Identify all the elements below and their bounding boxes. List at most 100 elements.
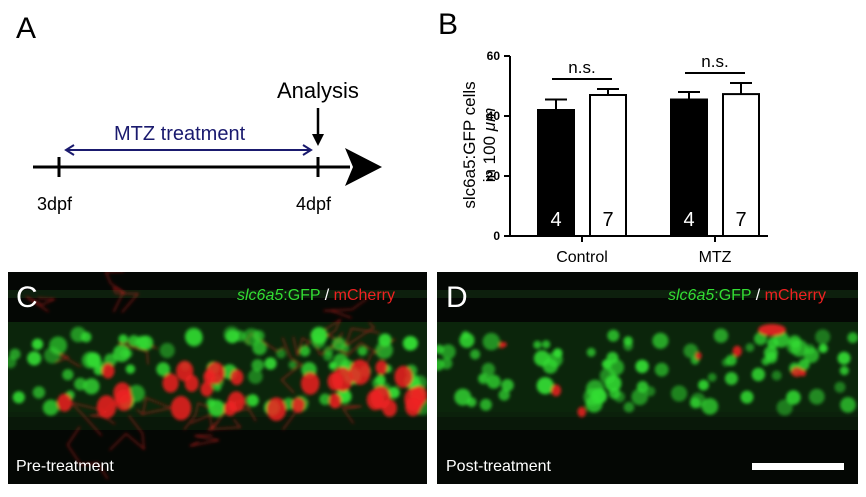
mcherry-cell [291,397,305,413]
gfp-cell [128,335,140,347]
legend-c-gene: slc6a5 [237,287,284,304]
gfp-cell [689,397,701,409]
y-label-line2-prefix: in 100 [480,131,499,183]
panel-d-caption: Post-treatment [446,458,551,475]
gfp-cell [815,329,831,345]
timeline-arrowhead [345,148,382,186]
gfp-cell [671,385,688,402]
mcherry-cell [101,363,115,379]
mcherry-cell [349,359,371,385]
gfp-cell [552,348,563,358]
legend-d-slash: / [751,287,765,304]
mcherry-cell [162,373,179,393]
gfp-cell [156,362,171,377]
dorsal-edge [437,290,858,298]
gfp-cell [402,336,418,351]
gfp-cell [184,327,203,346]
gfp-cell [533,340,542,349]
legend-c-mcherry: mCherry [333,287,395,304]
gfp-cell [12,391,25,404]
panel-d-image [437,272,858,484]
mcherry-cell [96,395,117,419]
legend-d-mcherry: mCherry [764,287,826,304]
mcherry-cell [499,341,505,349]
legend-d-gene: slc6a5 [668,287,715,304]
mcherry-cell [332,367,353,392]
scale-bar [752,463,844,470]
mcherry-cell [203,369,216,385]
dorsal-edge [8,290,427,298]
treatment-arrow-right-head [302,144,313,156]
red-neurite [292,336,311,357]
gfp-cell [713,328,729,343]
gfp-cell [251,359,264,372]
gfp-cell [113,344,131,362]
gfp-cell [375,341,394,359]
gfp-cell [839,366,849,376]
gfp-cell [765,351,778,364]
gfp-cell [482,332,500,351]
gfp-cell [288,360,297,369]
gfp-cell [440,344,456,360]
gfp-cell [701,398,719,415]
panel-a-letter: A [16,12,37,45]
mcherry-cell [695,352,702,360]
gfp-cell [83,378,100,395]
gfp-cell [707,373,717,382]
end-label-4dpf: 4dpf [296,194,332,214]
mcherry-cell [170,395,192,421]
mcherry-debris [791,367,803,377]
gfp-cell [310,327,328,344]
mcherry-cell [230,369,244,386]
gfp-cell [276,348,286,359]
gfp-cell [441,357,453,370]
gfp-cell [213,383,222,392]
gfp-cell [32,386,46,399]
gfp-cell [773,331,790,348]
gfp-cell [623,341,633,351]
gfp-cell [470,349,481,360]
gfp-cell [319,393,331,406]
panel-c-legend: slc6a5:GFP / mCherry [237,288,395,304]
gfp-cell [818,343,828,353]
gfp-cell [332,337,346,351]
mcherry-cell [200,381,213,397]
gfp-cell [208,399,226,417]
gfp-cell [498,389,510,401]
gfp-cell [683,343,699,359]
gfp-cell [437,344,444,355]
gfp-cell [466,397,477,408]
bar-n-label: 4 [683,209,694,231]
red-neurite [112,287,140,313]
panel-d-micrograph [437,272,858,484]
gfp-cell [252,330,265,342]
panel-c-micrograph [8,272,427,484]
red-neurite [323,298,368,319]
gfp-cell [31,338,44,350]
y-tick-label: 60 [487,49,501,63]
start-label-3dpf: 3dpf [37,194,73,214]
bar [537,109,575,237]
gfp-cell [583,388,602,406]
gfp-cell [786,390,801,405]
gfp-cell [786,339,802,354]
gfp-cell [479,398,492,411]
analysis-label: Analysis [277,78,359,103]
mcherry-cell [551,384,562,397]
mcherry-cell [328,393,342,409]
gfp-cell [501,379,514,392]
gfp-cell [118,334,128,344]
gfp-cell [834,381,846,393]
gfp-cell [70,326,87,343]
gfp-cell [635,359,649,374]
panel-d-letter: D [446,281,468,314]
gfp-cell [721,358,730,367]
y-label-line2: in 100 μm [480,81,500,208]
panel-b-letter: B [438,8,459,41]
gfp-cell [652,332,669,349]
gfp-cell [607,329,620,342]
gfp-cell [623,401,635,413]
gfp-cell [27,351,42,366]
gfp-cell [246,394,259,407]
mcherry-cell [184,374,199,392]
